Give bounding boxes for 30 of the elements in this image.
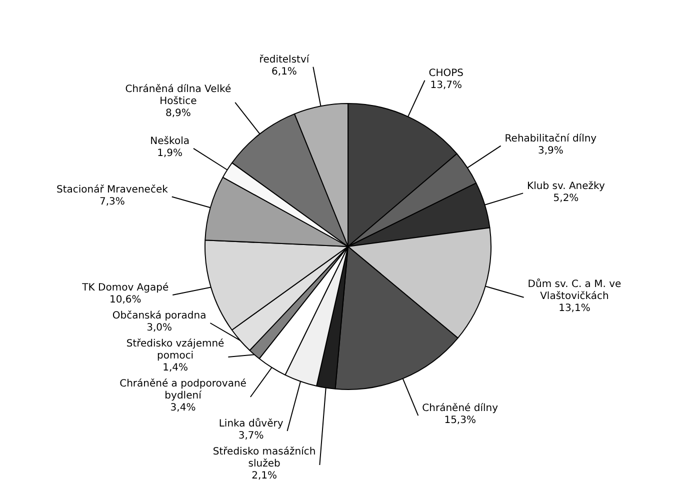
data-label: 8,9% [166, 108, 191, 120]
slice-label: Středisko masážních služeb [212, 446, 316, 470]
slice-label: Neškola [150, 136, 190, 148]
data-label: 6,1% [272, 66, 297, 78]
data-label: 3,7% [238, 430, 264, 442]
slice-label: Chráněné a podporované bydlení [120, 378, 246, 402]
slice-label: Chráněná dílna Velké Hoštice [125, 84, 232, 108]
slice-label: Stacionář Mraveneček [56, 184, 168, 196]
slice-label: Chráněné dílny [422, 403, 498, 414]
data-label: 1,9% [157, 148, 183, 160]
data-label: 13,1% [558, 302, 590, 314]
data-label: 3,9% [538, 145, 564, 156]
slice-label: ředitelství [259, 54, 310, 66]
slice-label: Dům sv. C. a M. ve Vlaštovičkách [528, 278, 622, 302]
slice-label: Rehabilitační dílny [504, 133, 597, 144]
data-label: 13,7% [430, 80, 462, 91]
slice-label: Linka důvěry [218, 418, 284, 430]
data-label: 3,4% [170, 402, 196, 414]
data-label: 15,3% [444, 415, 476, 426]
data-label: 3,0% [146, 322, 172, 334]
slice-label: Občanská poradna [112, 310, 206, 322]
data-label: 7,3% [99, 196, 125, 208]
data-label: 2,1% [252, 470, 277, 482]
slice-label: Středisko vzájemné pomoci [126, 338, 224, 362]
data-label: 5,2% [553, 192, 579, 204]
slice-label: CHOPS [428, 68, 464, 79]
slice-label: TK Domov Agapé [81, 282, 169, 294]
data-label: 1,4% [162, 362, 188, 374]
data-label: 10,6% [110, 294, 142, 306]
slice-label: Klub sv. Anežky [527, 180, 605, 192]
